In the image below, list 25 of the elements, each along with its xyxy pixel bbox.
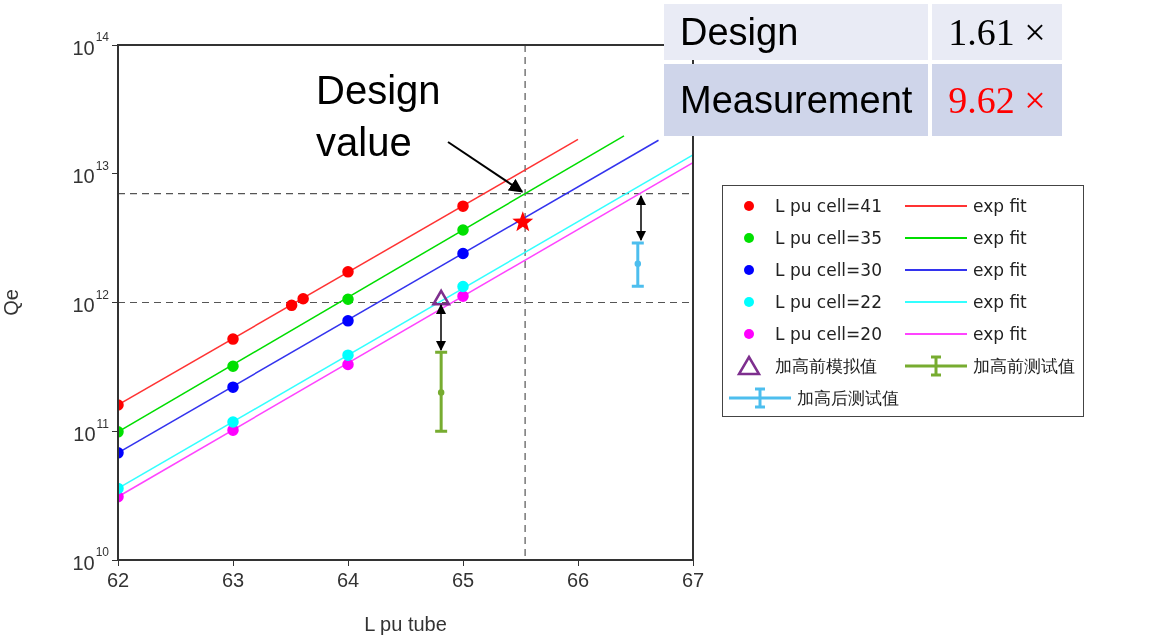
x-axis-title: L pu tube [364, 612, 447, 635]
x-tick-label: 66 [566, 568, 590, 591]
annotation: Design value [316, 67, 442, 166]
legend-label: exp fit [973, 260, 1027, 280]
y-axis-title: Qe [0, 289, 22, 316]
annotation: Design [664, 4, 929, 60]
x-tick-label: 64 [336, 568, 360, 591]
annotation: Measurement [664, 64, 929, 136]
legend-label: exp fit [973, 228, 1027, 248]
legend-label: exp fit [973, 292, 1027, 312]
legend-label: 加高后测试值 [797, 386, 899, 410]
x-tick-label: 65 [451, 568, 475, 591]
legend-label: L pu cell=22 [775, 292, 882, 312]
legend-label: L pu cell=35 [775, 228, 882, 248]
x-tick-label: 67 [681, 568, 705, 591]
legend-label: L pu cell=20 [775, 324, 882, 344]
legend-label: exp fit [973, 196, 1027, 216]
legend-label: 加高前模拟值 [775, 354, 877, 378]
legend-label: exp fit [973, 324, 1027, 344]
legend-label: L pu cell=30 [775, 260, 882, 280]
legend-label: 加高前测试值 [973, 354, 1075, 378]
info-table: Design 1.61 × Measurement 9.62 × [660, 0, 1066, 140]
x-tick-label: 62 [106, 568, 130, 591]
x-tick-label: 63 [221, 568, 245, 591]
legend-label: L pu cell=41 [775, 196, 882, 216]
